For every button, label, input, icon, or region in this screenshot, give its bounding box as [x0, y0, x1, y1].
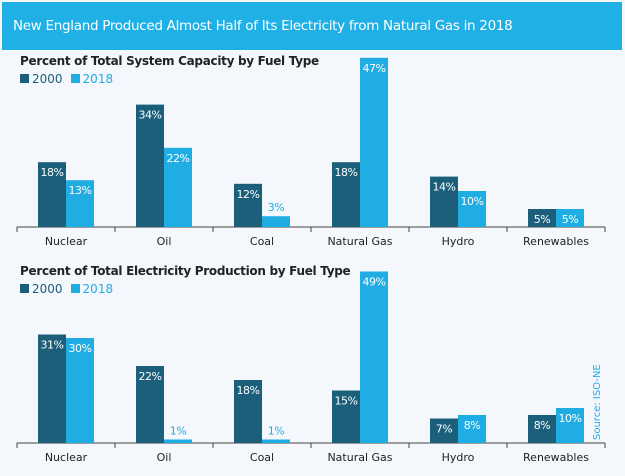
x-tick-label: Natural Gas [327, 451, 392, 464]
x-tick-label: Coal [250, 235, 274, 248]
source-note: Source: ISO-NE [592, 364, 603, 440]
data-label: 31% [41, 339, 64, 352]
x-tick-label: Nuclear [45, 451, 88, 464]
bar-2018 [458, 415, 486, 443]
data-label: 5% [562, 213, 578, 226]
data-label: 34% [139, 109, 162, 122]
data-label: 1% [268, 425, 284, 438]
x-tick-label: Coal [250, 451, 274, 464]
data-label: 22% [167, 152, 190, 165]
data-label: 5% [534, 213, 550, 226]
legend-label: 2018 [82, 282, 114, 296]
chart1-title: Percent of Total System Capacity by Fuel… [20, 54, 319, 68]
bar-2000 [38, 334, 66, 443]
data-label: 3% [268, 201, 284, 214]
x-tick-label: Hydro [442, 451, 475, 464]
data-label: 15% [335, 395, 358, 408]
data-label: 10% [461, 195, 484, 208]
data-label: 1% [170, 425, 186, 438]
x-tick-label: Renewables [523, 451, 589, 464]
legend-label: 2000 [32, 72, 63, 86]
bar-2018 [164, 147, 192, 227]
bar-2000 [136, 366, 164, 443]
bar-2018 [66, 180, 94, 227]
data-label: 12% [237, 188, 260, 201]
bar-2018 [164, 439, 192, 443]
bar-2018 [556, 408, 584, 443]
legend-label: 2018 [82, 72, 114, 86]
bar-2000 [38, 162, 66, 227]
chart2-legend: 2000 2018 [20, 282, 113, 296]
data-label: 14% [433, 181, 456, 194]
bar-2000 [332, 162, 360, 227]
data-label: 30% [69, 342, 92, 355]
bar-2000 [430, 418, 458, 443]
x-tick-label: Oil [157, 235, 172, 248]
bar-2000 [136, 104, 164, 227]
bar-2018 [360, 57, 388, 227]
bar-2018 [66, 338, 94, 443]
data-label: 22% [139, 370, 162, 383]
bar-2018 [262, 439, 290, 443]
legend-item-2018: 2018 [70, 72, 114, 86]
bar-2018 [262, 216, 290, 227]
legend-label: 2000 [32, 282, 63, 296]
data-label: 18% [335, 166, 358, 179]
bar-2000 [332, 390, 360, 443]
x-tick-label: Hydro [442, 235, 475, 248]
x-tick-label: Nuclear [45, 235, 88, 248]
bar-2000 [528, 415, 556, 443]
bar-2000 [528, 209, 556, 227]
data-label: 7% [436, 423, 452, 436]
data-label: 13% [69, 184, 92, 197]
bar-2018 [556, 209, 584, 227]
bar-2018 [360, 271, 388, 443]
data-label: 18% [237, 384, 260, 397]
data-label: 8% [464, 419, 480, 432]
legend-item-2018: 2018 [70, 282, 114, 296]
legend-item-2000: 2000 [20, 282, 63, 296]
chart1-legend: 2000 2018 [20, 72, 113, 86]
data-label: 47% [363, 62, 386, 75]
x-tick-label: Natural Gas [327, 235, 392, 248]
bar-2000 [234, 380, 262, 443]
x-tick-label: Oil [157, 451, 172, 464]
data-label: 8% [534, 419, 550, 432]
bar-2018 [458, 191, 486, 227]
x-tick-label: Renewables [523, 235, 589, 248]
data-label: 10% [559, 412, 582, 425]
chart-header: New England Produced Almost Half of Its … [2, 2, 622, 50]
chart2-title: Percent of Total Electricity Production … [20, 264, 351, 278]
data-label: 18% [41, 166, 64, 179]
bar-2000 [430, 176, 458, 227]
data-label: 49% [363, 276, 386, 289]
bar-2000 [234, 183, 262, 227]
legend-item-2000: 2000 [20, 72, 63, 86]
